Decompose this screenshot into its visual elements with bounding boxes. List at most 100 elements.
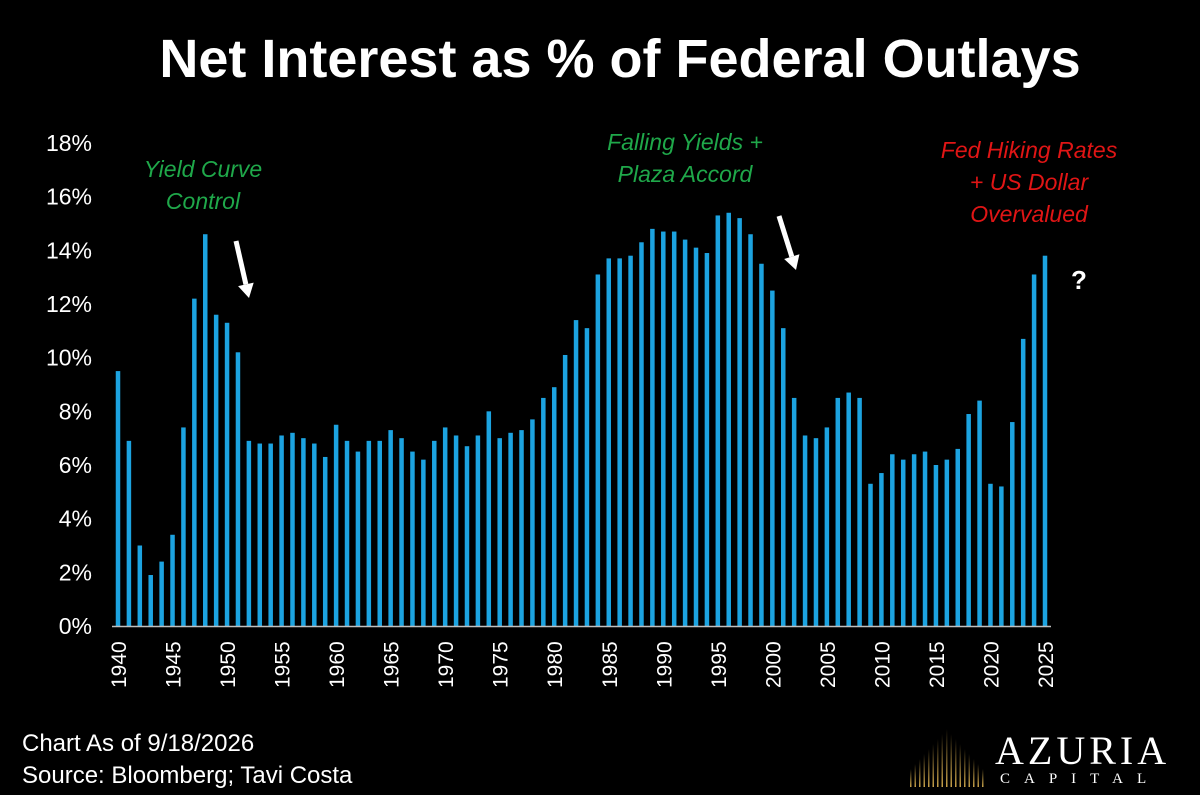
bar-1943	[148, 575, 153, 626]
annotation-yield-curve-control: Yield Curve Control	[118, 153, 288, 217]
bar-1952	[246, 440, 252, 626]
bar-2009	[868, 483, 873, 626]
bar-1979	[541, 397, 546, 626]
annotation-line: Fed Hiking Rates	[940, 137, 1118, 163]
bar-1951	[235, 352, 241, 626]
logo-ray	[968, 754, 970, 787]
x-tick-label: 1940	[108, 641, 131, 688]
y-tick-label: 0%	[59, 613, 92, 639]
bar-2004	[813, 438, 819, 626]
x-tick-label: 1965	[381, 641, 404, 688]
bar-series	[115, 212, 1048, 627]
bar-1950	[224, 322, 230, 626]
logo-ray	[955, 739, 957, 787]
bar-2008	[857, 397, 862, 626]
y-tick-label: 6%	[59, 452, 92, 478]
bar-1990	[661, 231, 666, 627]
x-tick-label: 1955	[272, 641, 295, 688]
bar-2005	[824, 427, 830, 626]
bar-1970	[442, 427, 448, 626]
bar-1966	[399, 438, 404, 626]
logo-ray	[941, 734, 943, 787]
bar-1981	[562, 354, 568, 626]
logo-ray	[919, 759, 921, 787]
bar-1949	[213, 314, 219, 626]
bar-1944	[159, 561, 164, 626]
bar-1965	[388, 430, 393, 626]
annotation-line: + US Dollar	[969, 169, 1089, 195]
x-tick-label: 1985	[599, 641, 622, 688]
annotation-falling-yields: Falling Yields + Plaza Accord	[580, 126, 790, 190]
y-tick-label: 16%	[46, 184, 92, 210]
bar-1953	[257, 443, 263, 626]
logo-ray	[932, 744, 934, 787]
x-tick-label: 1945	[163, 641, 186, 688]
x-tick-label: 1995	[708, 641, 731, 688]
bar-1972	[464, 446, 470, 626]
logo-ray	[923, 754, 925, 787]
logo-ray	[946, 729, 948, 787]
x-tick-label: 1980	[544, 641, 567, 688]
y-tick-label: 10%	[46, 345, 92, 371]
y-tick-label: 18%	[46, 130, 92, 156]
bar-1971	[453, 435, 459, 626]
x-tick-label: 1970	[435, 641, 458, 688]
bar-1964	[377, 440, 382, 626]
bar-1974	[486, 411, 492, 626]
bar-1940	[115, 371, 121, 626]
bar-1967	[410, 451, 415, 626]
bar-1983	[584, 328, 590, 626]
x-tick-label: 2000	[762, 641, 785, 688]
bar-1947	[192, 298, 197, 626]
logo-subtitle: CAPITAL	[1000, 771, 1161, 787]
annotation-line: Plaza Accord	[617, 161, 753, 187]
bar-1948	[202, 234, 208, 626]
bar-2022	[1010, 422, 1015, 626]
bar-1973	[475, 435, 481, 626]
bar-1959	[322, 456, 328, 626]
chart-title: Net Interest as % of Federal Outlays	[159, 29, 1081, 89]
bar-2003	[802, 435, 808, 626]
bar-1987	[628, 255, 633, 626]
bar-2012	[900, 459, 906, 626]
bar-1955	[279, 435, 284, 626]
bar-2020	[988, 483, 993, 626]
x-tick-label: 2010	[871, 641, 894, 688]
x-tick-label: 2005	[817, 641, 840, 688]
x-tick-label: 1960	[326, 641, 349, 688]
bar-2016	[944, 459, 950, 626]
arrow-shaft	[776, 215, 795, 258]
logo-name: AZURIA	[995, 728, 1171, 773]
logo-ray	[959, 744, 961, 787]
bar-1960	[333, 424, 339, 626]
arrow-head-icon	[784, 254, 800, 270]
annotation-line: Yield Curve	[143, 156, 263, 182]
x-tick-label: 1990	[653, 641, 676, 688]
bar-2013	[911, 454, 917, 626]
bar-1946	[181, 427, 186, 626]
x-tick-label: 1950	[217, 641, 240, 688]
bar-1992	[682, 239, 688, 626]
bar-1962	[355, 451, 361, 626]
bar-2017	[955, 448, 961, 626]
bar-1945	[170, 534, 175, 626]
bar-1989	[650, 228, 655, 626]
x-tick-label: 2015	[926, 641, 949, 688]
bar-2007	[846, 392, 851, 626]
bar-1996	[726, 212, 731, 626]
x-tick-label: 2025	[1035, 641, 1058, 688]
bar-1977	[519, 430, 524, 626]
bar-2024	[1031, 274, 1037, 626]
bar-1994	[704, 253, 710, 626]
y-tick-label: 4%	[59, 506, 92, 532]
bar-1988	[639, 242, 644, 627]
bar-2019	[977, 400, 982, 626]
bar-1998	[748, 234, 753, 626]
question-mark: ?	[1071, 265, 1087, 295]
azuria-logo: AZURIA CAPITAL	[900, 715, 1190, 790]
bar-2000	[770, 290, 775, 626]
bar-1985	[606, 258, 612, 626]
bar-2023	[1020, 338, 1026, 626]
bar-1976	[508, 432, 513, 626]
